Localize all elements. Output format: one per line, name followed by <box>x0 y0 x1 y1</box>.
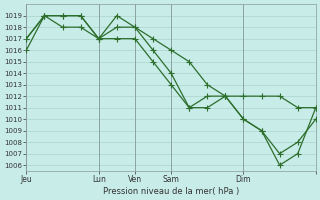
X-axis label: Pression niveau de la mer( hPa ): Pression niveau de la mer( hPa ) <box>103 187 239 196</box>
